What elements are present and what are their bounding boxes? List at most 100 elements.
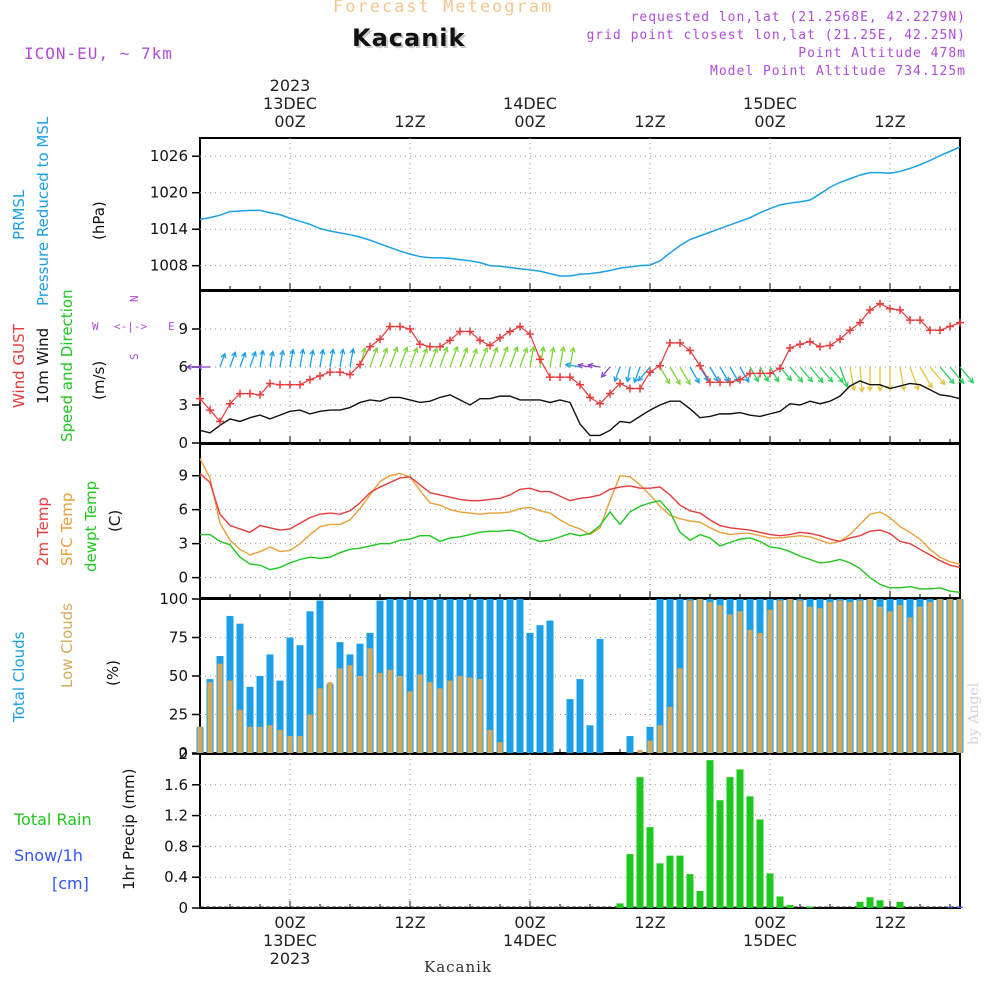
wind-arrow [229,352,236,368]
total-cloud-bar [516,599,524,753]
wind-arrowhead [664,378,671,385]
wind-arrow [899,366,905,391]
wind-arrow [626,366,631,382]
wind-arrow [929,366,946,385]
wind-arrow [719,366,730,382]
wind-arrow [739,366,750,383]
model-label: ICON-EU, ~ 7km [24,44,173,63]
low-cloud-bar [917,606,923,753]
wind-arrow [779,366,792,381]
gust-point [936,326,944,335]
bottom-time-label-l2: 15DEC [743,931,797,950]
temp-frame [199,443,961,599]
rain-bar [726,777,734,908]
gust-point [266,379,274,388]
pressure-frame [199,137,961,291]
wind-arrow [519,347,528,368]
low-cloud-bar [797,600,803,753]
wind-arrowhead [442,346,449,353]
gust-point [576,380,584,389]
wind-arrowhead [422,347,429,354]
wind-arrowhead [259,349,266,356]
wind-arrow [299,349,304,368]
wind-arrow [319,349,324,368]
wind-arrowhead [349,347,356,354]
wind-arrow [839,366,848,388]
top-time-label-l2: 15DEC [743,94,797,113]
rain-bar [756,819,764,908]
low-cloud-bar [897,605,903,753]
gust-point [926,326,934,335]
wind-series-line [199,380,961,437]
gust-point [796,340,804,349]
total-cloud-bar [486,599,494,753]
wind-arrowhead [319,348,326,355]
gust-point [536,355,544,364]
low-cloud-bar [407,691,413,753]
gust-point [776,364,784,373]
low-cloud-bar [397,676,403,753]
wind-arrow [669,366,681,385]
wind-arrowhead [613,376,620,383]
low-cloud-bar [957,599,963,753]
y-tick-label: 3 [178,396,188,414]
wind-arrow [559,346,565,368]
low-cloud-bar [757,632,763,753]
rain-bar [876,900,884,908]
wind-arrowhead [339,348,346,355]
temp-2m-series-line [199,472,961,569]
wind-arrow [909,366,919,390]
low-cloud-bar [847,602,853,753]
gridpoint-coords: grid point closest lon,lat (21.25E, 42.2… [586,28,966,43]
gust-point [716,378,724,387]
gust-point [476,336,484,345]
wind-arrowhead [948,378,955,385]
y-tick-label: 2 [178,745,188,763]
wind-arrow [939,366,955,384]
wind-arrow [949,366,965,384]
low-cloud-bar [837,600,843,753]
low-cloud-bar [297,736,303,753]
wind-arrow [699,366,709,382]
top-time-label: 12Z [830,77,950,131]
wind-arrow [638,366,651,382]
gust-point [876,299,884,308]
rain-bar [626,854,634,908]
wind-arrowhead [887,385,893,392]
wind-arrowhead [472,347,478,355]
gust-point [956,318,964,327]
precip-frame [199,753,961,909]
bottom-time-label: 00Z 14DEC [470,914,590,968]
y-tick-label: 1026 [150,147,188,165]
low-cloud-bar [787,599,793,753]
wind-arrow [614,366,621,382]
bottom-time-label-l2: 13DEC [263,931,317,950]
wind-arrowhead [289,348,296,355]
gust-point [616,379,624,388]
temp-panel: 0 3 6 9 [178,443,961,599]
wind-arrow [429,348,438,368]
gust-point [366,342,374,351]
gust-point [646,368,654,377]
y-tick-label: 6 [178,358,188,376]
wind-arrowhead [453,345,459,352]
gust-point [226,399,234,408]
wind-arrowhead [773,376,780,383]
requested-coords: requested lon,lat (21.2568E, 42.2279N) [630,10,966,25]
point-altitude: Point Altitude 478m [798,46,966,61]
wind-arrow [239,352,246,368]
gust-point [896,306,904,314]
gust-point [746,369,754,378]
wind-arrow [459,347,468,368]
wind-arrowhead [968,377,975,384]
model-altitude: Model Point Altitude 734.125m [710,64,966,79]
total-cloud-bar [256,676,264,753]
gust-point [916,316,924,325]
total-cloud-bar [466,599,474,753]
wind-arrow [809,366,824,383]
wind-arrow [849,366,855,391]
low-cloud-bar [307,714,313,753]
low-cloud-bar [277,729,283,753]
top-time-label-l2: 13DEC [263,94,317,113]
